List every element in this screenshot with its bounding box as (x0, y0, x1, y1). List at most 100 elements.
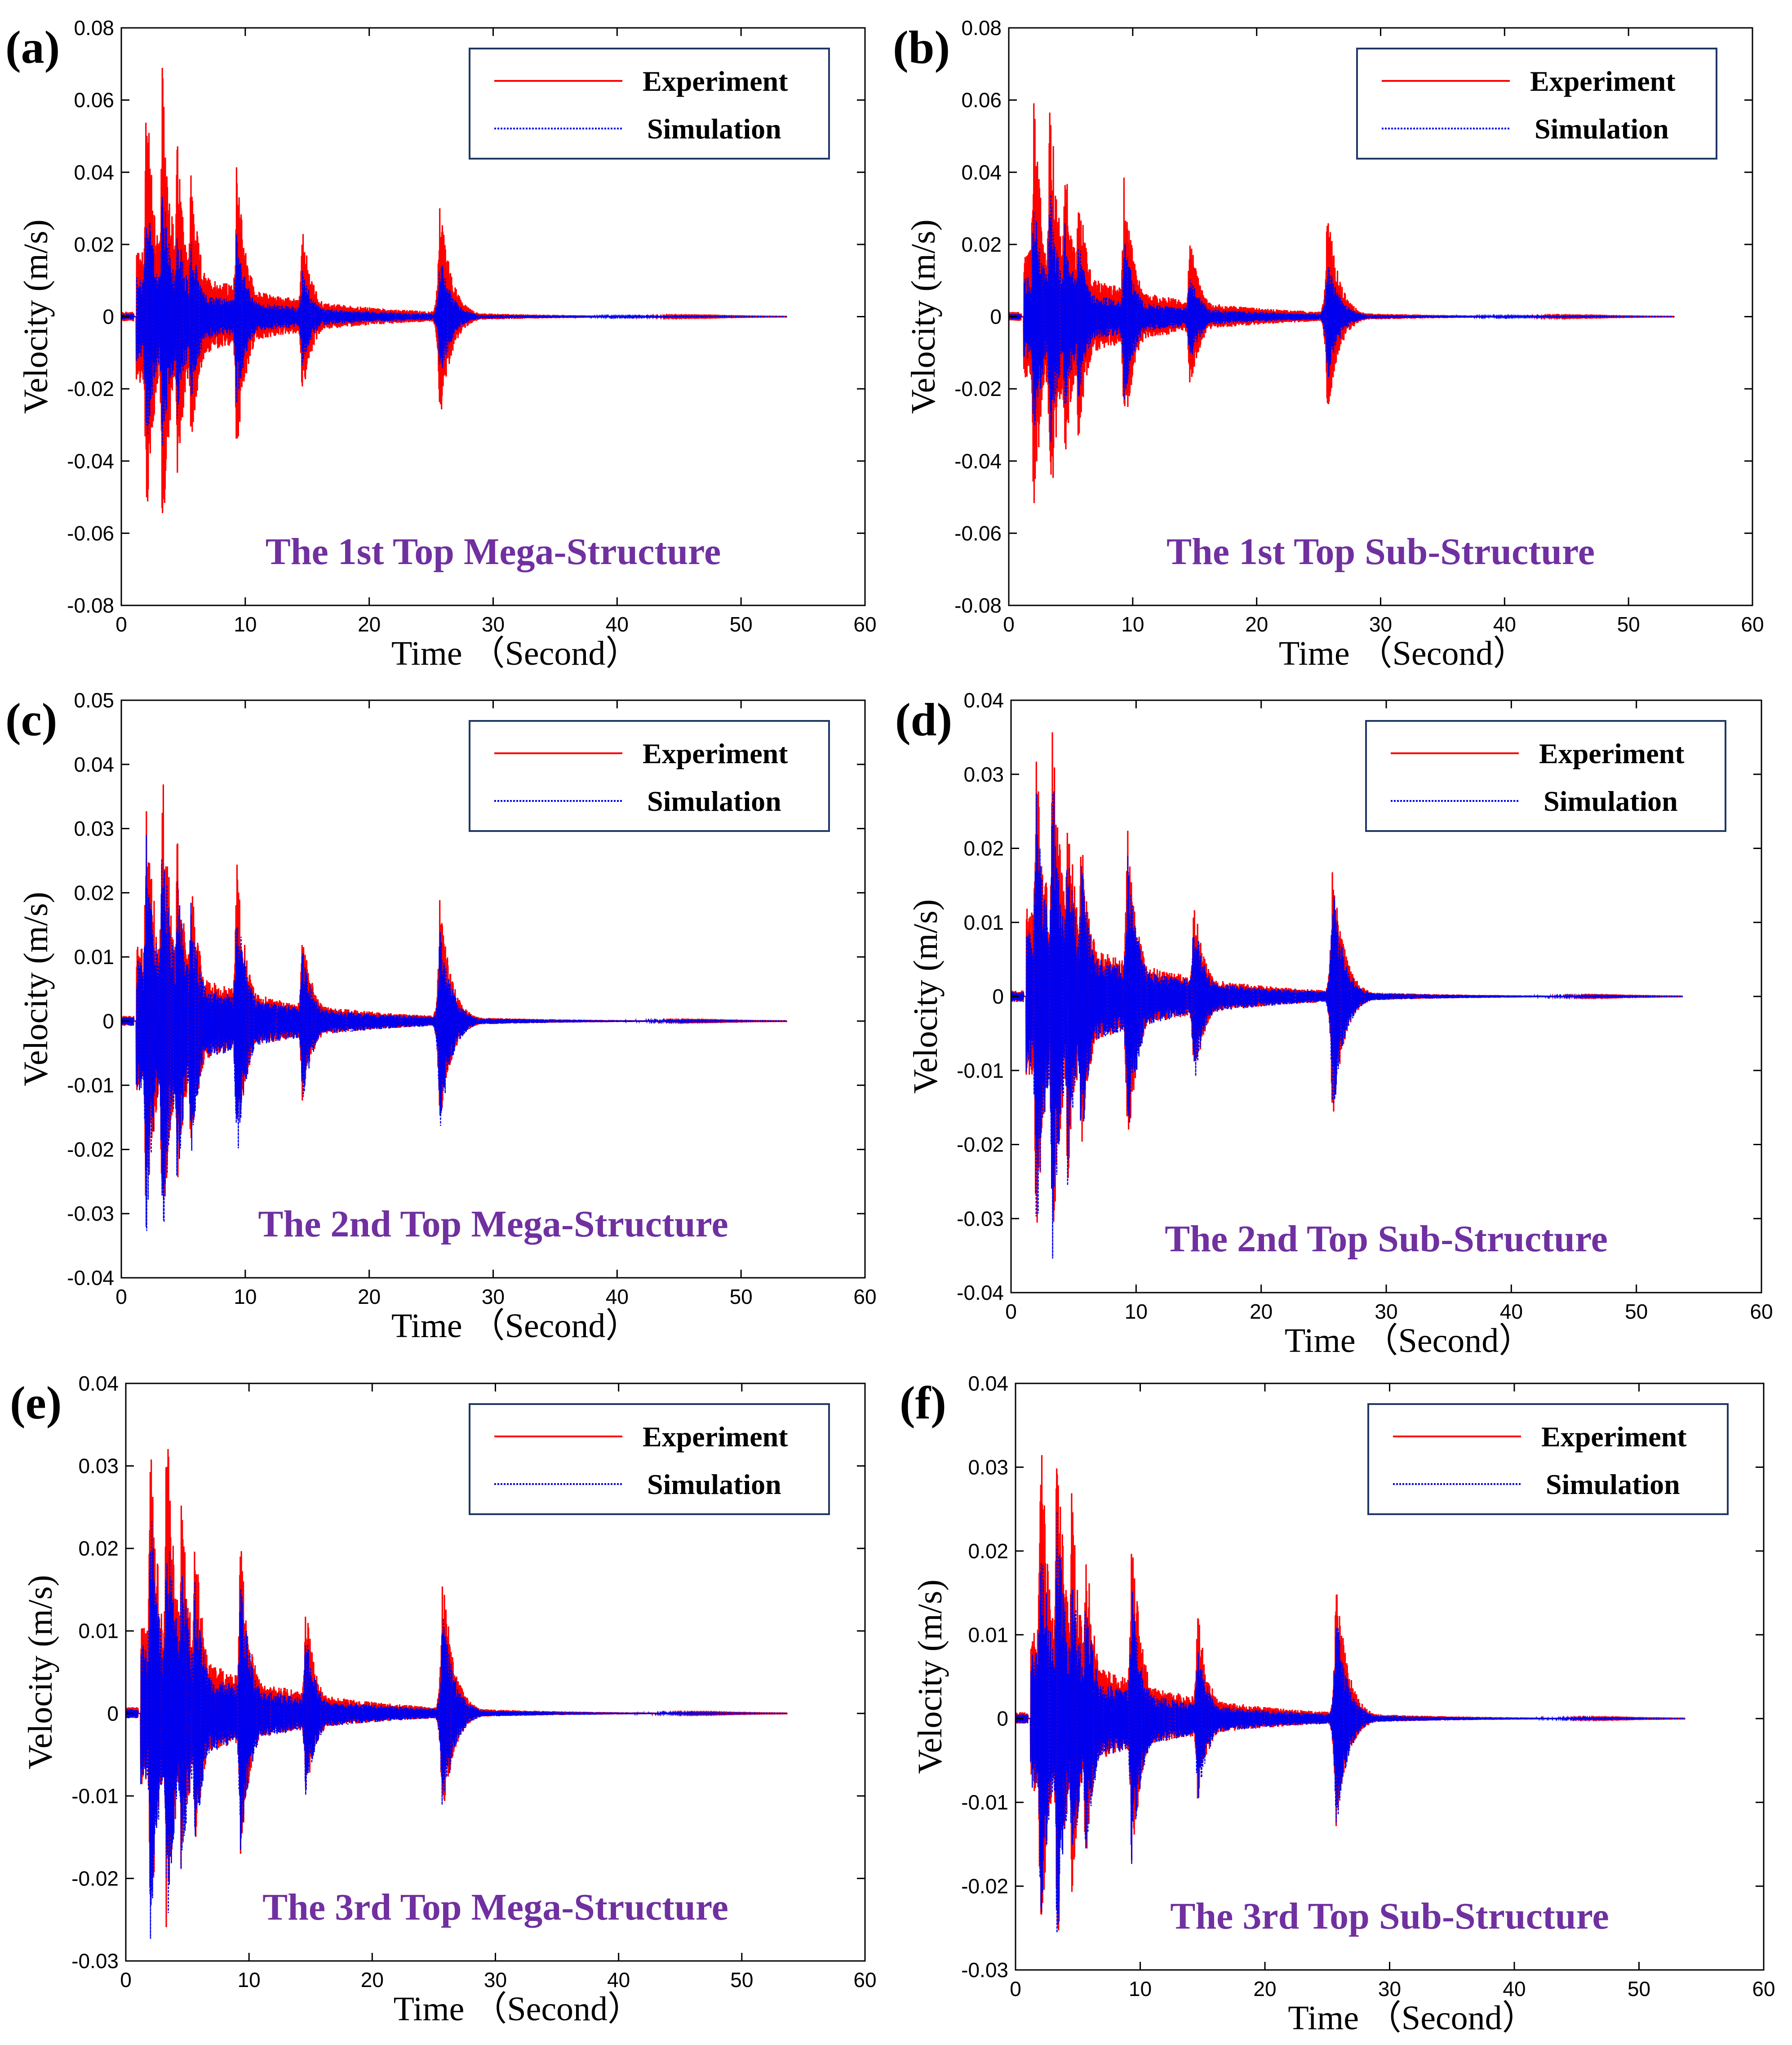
x-tick-label: 0 (115, 1285, 127, 1308)
signal-area (121, 784, 788, 1231)
y-tick-label: -0.01 (957, 1059, 1004, 1082)
y-tick-label: 0.04 (74, 160, 114, 184)
x-tick-label: 40 (606, 613, 629, 636)
chart-panel-b: 0 10 20 30 40 50 60 -0.08 -0.06 -0.04 -0.02 0 0.02 0.… (893, 16, 1764, 672)
y-tick-label: 0.03 (74, 817, 114, 840)
y-tick-label: 0 (102, 1009, 114, 1033)
y-axis-label: Velocity (m/s) (17, 219, 55, 414)
x-tick-label: 40 (1503, 1977, 1526, 2001)
panel-label: (b) (893, 22, 950, 73)
y-tick-label: 0.04 (963, 689, 1004, 712)
x-tick-label: 60 (1752, 1977, 1775, 2001)
x-tick-label: 30 (482, 1285, 505, 1308)
x-tick-label: 60 (1741, 613, 1764, 636)
x-tick-label: 20 (1245, 613, 1268, 636)
y-tick-label: 0.04 (968, 1372, 1008, 1395)
series-line-simulation (126, 1520, 788, 1939)
x-tick-label: 0 (1005, 1300, 1017, 1323)
panel-annotation: The 3rd Top Mega-Structure (262, 1886, 728, 1928)
y-tick-label: -0.01 (71, 1784, 119, 1808)
x-tick-label: 0 (1003, 613, 1015, 636)
y-tick-label: 0.08 (961, 16, 1002, 40)
panel-label: (e) (10, 1377, 62, 1429)
chart-panel-d: 0 10 20 30 40 50 60 -0.04 -0.03 -0.02 -0.01 0 0.01 0.… (895, 689, 1773, 1360)
x-tick-label: 50 (1617, 613, 1640, 636)
signal-area (121, 67, 788, 513)
x-tick-label: 10 (1129, 1977, 1152, 2001)
legend-box (469, 720, 830, 832)
y-tick-label: -0.03 (71, 1949, 119, 1973)
legend-box (1367, 1403, 1729, 1515)
x-tick-label: 50 (1628, 1977, 1650, 2001)
panel-annotation: The 1st Top Mega-Structure (266, 531, 721, 573)
x-tick-label: 0 (115, 613, 127, 636)
signal-area (1011, 732, 1683, 1259)
y-tick-label: 0.04 (78, 1372, 119, 1395)
chart-panel-f: 0 10 20 30 40 50 60 -0.03 -0.02 -0.01 0 0.01 0.02 0.0… (900, 1372, 1775, 2037)
x-tick-label: 20 (358, 613, 381, 636)
x-tick-label: 50 (730, 1968, 753, 1992)
y-tick-label: 0.01 (78, 1619, 119, 1643)
x-tick-label: 20 (358, 1285, 381, 1308)
y-tick-label: 0.06 (961, 89, 1002, 112)
legend-label-experiment: Experiment (643, 65, 788, 97)
legend: Experiment Simulation (1365, 720, 1726, 832)
series-line-experiment (126, 1449, 788, 1928)
y-tick-label: 0.01 (74, 945, 114, 969)
y-tick-label: -0.02 (954, 377, 1002, 400)
x-axis-label: Time （Second） (1279, 635, 1527, 672)
y-tick-label: 0.04 (961, 160, 1002, 184)
x-tick-label: 10 (234, 613, 257, 636)
panel-annotation: The 1st Top Sub-Structure (1167, 531, 1595, 573)
y-tick-label: 0.02 (961, 233, 1002, 256)
legend-box (1356, 48, 1717, 160)
x-tick-label: 60 (853, 613, 876, 636)
legend-label-experiment: Experiment (1530, 65, 1676, 97)
x-axis-label: Time （Second） (1288, 1999, 1536, 2037)
x-tick-label: 30 (1378, 1977, 1401, 2001)
x-tick-label: 40 (1493, 613, 1516, 636)
series-line-simulation (121, 197, 787, 446)
y-tick-label: 0.01 (963, 911, 1004, 934)
legend-label-experiment: Experiment (643, 738, 788, 769)
y-tick-label: 0 (992, 985, 1004, 1008)
y-tick-label: 0.03 (78, 1454, 119, 1478)
x-tick-label: 50 (1625, 1300, 1648, 1323)
signal-area (1009, 103, 1675, 503)
y-tick-label: -0.02 (67, 377, 114, 400)
legend-label-simulation: Simulation (1535, 113, 1669, 145)
legend-label-simulation: Simulation (647, 785, 781, 817)
x-tick-label: 30 (1369, 613, 1392, 636)
y-axis-label: Velocity (m/s) (22, 1575, 59, 1769)
series-line-simulation (121, 835, 788, 1231)
y-tick-label: -0.04 (67, 1266, 114, 1289)
x-tick-label: 40 (606, 1285, 629, 1308)
series-line-simulation (1009, 195, 1675, 442)
y-tick-label: 0.08 (74, 16, 114, 40)
legend: Experiment Simulation (469, 48, 830, 160)
x-axis-label: Time （Second） (391, 635, 639, 672)
legend-box (469, 1403, 830, 1515)
y-tick-label: 0.04 (74, 753, 114, 776)
x-axis-label: Time （Second） (394, 1990, 642, 2028)
panel-label: (a) (5, 22, 60, 73)
y-tick-label: -0.03 (67, 1202, 114, 1225)
x-axis-label: Time （Second） (1285, 1322, 1533, 1360)
x-tick-label: 10 (1125, 1300, 1148, 1323)
signal-area (126, 1449, 788, 1939)
y-tick-label: 0.02 (78, 1537, 119, 1560)
y-tick-label: 0.03 (968, 1455, 1008, 1479)
y-axis-label: Velocity (m/s) (17, 892, 55, 1086)
x-tick-label: 10 (238, 1968, 261, 1992)
x-tick-label: 10 (1121, 613, 1144, 636)
x-tick-label: 50 (730, 1285, 753, 1308)
y-tick-label: 0.02 (74, 233, 114, 256)
x-tick-label: 60 (853, 1285, 876, 1308)
legend: Experiment Simulation (469, 1403, 830, 1515)
panel-annotation: The 2nd Top Mega-Structure (258, 1203, 728, 1245)
panel-label: (c) (5, 694, 57, 746)
y-tick-label: -0.03 (961, 1958, 1008, 1982)
legend-label-simulation: Simulation (647, 1468, 781, 1500)
legend-label-simulation: Simulation (1546, 1468, 1680, 1500)
